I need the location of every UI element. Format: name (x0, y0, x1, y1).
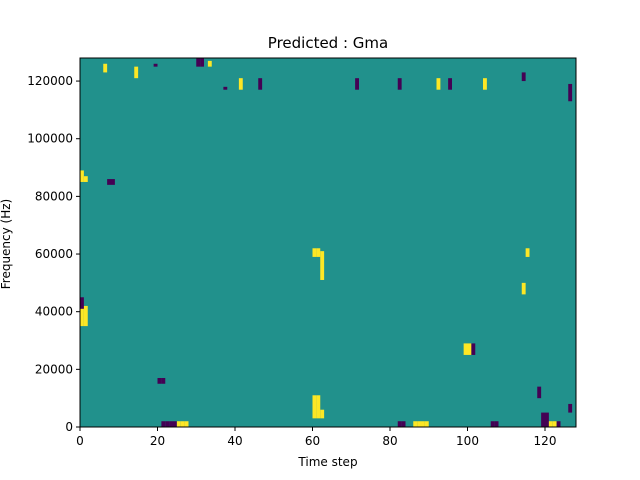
heatmap-cell (397, 78, 402, 90)
heatmap-cell (568, 83, 573, 102)
heatmap-cell (424, 421, 429, 427)
x-axis: 0 20 40 60 80 100 120 (76, 427, 556, 448)
x-tick-label: 80 (382, 434, 397, 448)
y-axis: 0 20000 40000 60000 80000 100000 120000 (27, 74, 80, 434)
y-tick-label: 80000 (35, 189, 73, 203)
heatmap-cell (316, 395, 321, 419)
heatmap-cell (401, 421, 406, 427)
heatmap-cell (417, 421, 422, 427)
heatmap-cell (161, 421, 166, 427)
heatmap-cell (448, 78, 453, 90)
heatmap-background (80, 58, 576, 427)
heatmap-cell (107, 179, 112, 185)
heatmap-cell (355, 78, 360, 90)
heatmap-cell (541, 412, 546, 427)
y-tick-label: 0 (65, 420, 73, 434)
x-tick-label: 100 (456, 434, 479, 448)
heatmap-cell (320, 251, 325, 280)
heatmap-cell (80, 170, 84, 182)
plot-frame (79, 57, 577, 428)
heatmap-cell (568, 403, 573, 413)
heatmap-cell (421, 421, 425, 427)
heatmap-cell (521, 282, 526, 295)
x-axis-label: Time step (297, 455, 357, 469)
heatmap-cell (207, 60, 212, 67)
heatmap-cell (134, 66, 139, 79)
heatmap-cell (173, 421, 177, 427)
heatmap-cell (494, 421, 499, 427)
heatmap-cell (537, 386, 542, 399)
heatmap-cell (436, 78, 441, 90)
heatmap-cell (312, 395, 317, 419)
heatmap-cell (312, 248, 317, 257)
heatmap-cell (316, 248, 321, 257)
heatmap-cell (80, 297, 84, 309)
heatmap-cell (548, 421, 553, 427)
heatmap-cell (556, 421, 561, 427)
y-tick-label: 20000 (35, 362, 73, 376)
heatmap-cell (200, 58, 205, 67)
heatmap-cell (83, 305, 88, 327)
y-tick-label: 120000 (27, 74, 73, 88)
heatmap-cell (180, 421, 185, 427)
y-axis-label: Frequency (Hz) (0, 199, 13, 290)
x-tick-label: 0 (76, 434, 84, 448)
heatmap-cell (463, 343, 468, 355)
heatmap-cell (176, 421, 181, 427)
heatmap-cell (184, 421, 189, 427)
chart-title: Predicted : Gma (268, 34, 388, 52)
heatmap-cell (521, 72, 526, 82)
heatmap-cell (103, 63, 108, 73)
heatmap-cell (467, 343, 472, 355)
heatmap-cell (157, 377, 162, 384)
heatmap-cell (161, 377, 166, 384)
heatmap-cell (552, 421, 557, 427)
x-tick-label: 40 (227, 434, 242, 448)
heatmap-cell (111, 179, 115, 185)
heatmap-area (80, 58, 576, 427)
heatmap-cell (525, 248, 530, 257)
heatmap-cell (258, 78, 263, 90)
heatmap-cell (397, 421, 402, 427)
y-tick-label: 60000 (35, 247, 73, 261)
x-tick-label: 20 (150, 434, 165, 448)
heatmap-cell (471, 343, 476, 355)
y-tick-label: 40000 (35, 305, 73, 319)
heatmap-cell (80, 305, 84, 327)
x-tick-label: 120 (534, 434, 557, 448)
heatmap-cell (165, 421, 170, 427)
heatmap-cell (238, 78, 243, 90)
heatmap-cell (169, 421, 174, 427)
heatmap-cell (413, 421, 418, 427)
heatmap-cell (483, 78, 487, 90)
heatmap-cell (545, 412, 549, 427)
heatmap-cell (153, 63, 158, 67)
y-tick-label: 100000 (27, 132, 73, 146)
heatmap-cell (196, 58, 201, 67)
heatmap-cell (320, 409, 325, 419)
x-tick-label: 60 (305, 434, 320, 448)
heatmap-cell (490, 421, 495, 427)
heatmap-cell (223, 86, 228, 90)
heatmap-cell (83, 176, 88, 182)
